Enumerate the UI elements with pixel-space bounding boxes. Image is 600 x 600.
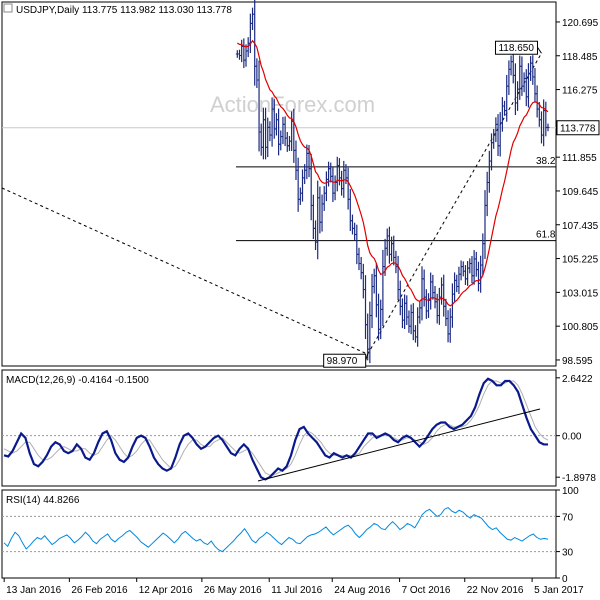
x-axis-tick-label: 24 Aug 2016: [334, 585, 391, 596]
price-y-tick-label: 118.485: [562, 52, 598, 63]
price-y-tick-label: 116.275: [562, 86, 598, 97]
price-y-tick-label: 111.855: [562, 153, 597, 164]
price-y-tick-label: 120.695: [562, 18, 599, 29]
x-axis: 13 Jan 2016 26 Feb 2016 12 Apr 2016 26 May …: [3, 578, 584, 596]
macd-panel: 2.6422 0.00 -1.8978 MACD(12,26,9) -0.4164 -…: [1, 369, 596, 487]
macd-y-tick-label: 2.6422: [562, 374, 593, 385]
downtrend-dashed-line: [1, 187, 368, 355]
fib-level-label: 61.8: [536, 230, 556, 241]
rsi-y-tick-label: 70: [562, 512, 574, 523]
price-annotation-box: [323, 353, 367, 368]
price-annotation-pointer: [365, 354, 369, 361]
price-frame: [1, 1, 557, 367]
macd-title: MACD(12,26,9) -0.4164 -0.1500: [6, 375, 149, 386]
price-y-tick-label: 98.595: [562, 356, 593, 367]
price-title: USDJPY,Daily 113.775 113.982 113.030 113…: [16, 5, 232, 16]
price-y-tick-label: 105.225: [562, 255, 599, 266]
x-axis-tick-label: 13 Jan 2016: [6, 585, 61, 596]
price-annotation-pointer: [537, 46, 542, 54]
rsi-line: [3, 507, 549, 553]
watermark: ActionForex.com: [210, 92, 375, 117]
x-axis-tick-label: 22 Nov 2016: [467, 585, 524, 596]
price-annotation-label: 118.650: [498, 43, 534, 54]
macd-y-tick-label: 0.00: [562, 432, 582, 443]
macd-y-tick-label: -1.8978: [562, 473, 596, 484]
rsi-title: RSI(14) 44.8266: [6, 495, 80, 506]
x-axis-tick-label: 12 Apr 2016: [139, 585, 193, 596]
last-price-box: [556, 120, 600, 136]
moving-average-line: [237, 39, 549, 307]
x-axis-tick-label: 11 Jul 2016: [271, 585, 322, 596]
rsi-y-tick-label: 30: [562, 548, 574, 559]
macd-line: [3, 377, 548, 481]
rsi-frame: [1, 489, 557, 579]
fib-level-label: 38.2: [536, 156, 556, 167]
x-axis-tick-label: 26 May 2016: [204, 585, 262, 596]
rsi-y-tick-label: 0: [562, 574, 568, 585]
price-y-tick-label: 103.015: [562, 288, 599, 299]
rsi-y-tick-label: 100: [562, 486, 579, 497]
price-annotation-label: 98.970: [327, 356, 358, 367]
x-axis-tick-label: 26 Feb 2016: [71, 585, 128, 596]
price-y-tick-label: 109.645: [562, 187, 599, 198]
price-panel: ActionForex.com 98.595 100.805 103.015 105.2…: [1, 0, 600, 368]
price-y-tick-label: 107.435: [562, 221, 599, 232]
chart-menu-icon: [3, 3, 13, 13]
x-axis-tick-label: 5 Jan 2017: [534, 585, 584, 596]
price-bars: [235, 0, 550, 364]
macd-trendline: [257, 408, 541, 482]
last-price-label: 113.778: [560, 124, 596, 135]
rsi-panel: 100 70 30 0 RSI(14) 44.8266: [1, 486, 579, 585]
x-axis-tick-label: 7 Oct 2016: [402, 585, 451, 596]
uptrend-dashed-line: [367, 52, 542, 355]
price-y-tick-label: 100.805: [562, 322, 599, 333]
